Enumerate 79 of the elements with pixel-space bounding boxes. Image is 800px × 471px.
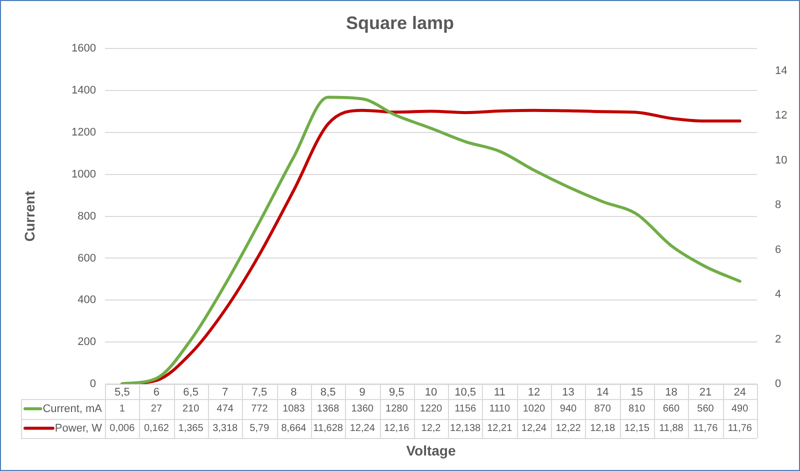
data-label: 12,18 [590,423,616,434]
y-tick-label: 1000 [72,168,96,180]
x-tick-label: 15 [630,386,644,399]
data-label: 1156 [454,404,476,414]
data-label: 27 [150,404,162,414]
data-label: 1 [119,404,126,414]
data-label: 12,2 [421,423,442,434]
x-tick-label: 7 [222,386,228,399]
x-tick-label: 14 [596,386,609,399]
data-label: 5,79 [250,423,270,434]
data-label: 1360 [351,404,374,414]
data-label: 12,24 [350,423,376,434]
x-axis-title: Voltage [406,442,456,458]
x-tick-label: 8 [290,386,297,399]
data-label: 1110 [489,404,510,414]
data-label: 772 [251,404,268,414]
data-label: 12,24 [521,423,547,434]
x-tick-label: 24 [734,386,746,399]
x-tick-label: 11 [494,386,506,399]
data-label: 940 [560,404,578,414]
data-label: 11,76 [693,423,718,434]
x-tick-label: 9,5 [389,386,404,399]
data-label: 12,21 [487,423,513,434]
x-tick-label: 18 [665,386,678,399]
data-label: 0,006 [110,423,136,434]
data-label: 490 [732,404,749,414]
data-label: 1220 [420,404,443,414]
y-tick-label: 1400 [72,84,96,97]
data-label: 11,88 [659,423,684,434]
x-tick-label: 7,5 [252,386,268,399]
y-tick-label: 1600 [72,42,96,55]
x-tick-label: 9 [359,386,366,399]
data-label: 1368 [316,404,340,414]
y2-tick-label: 4 [775,288,782,301]
y2-tick-label: 8 [775,199,782,212]
legend-label: Current, mA [42,402,103,415]
data-label: 12,16 [384,423,410,434]
y2-tick-label: 14 [775,64,788,77]
x-tick-label: 8,5 [320,386,336,399]
data-label: 12,22 [556,423,582,434]
y2-tick-label: 2 [775,333,782,346]
y-tick-label: 1200 [72,126,96,138]
x-tick-label: 10 [424,386,438,399]
data-label: 3,318 [212,423,238,434]
y-tick-label: 0 [90,378,96,390]
y-tick-label: 400 [78,294,96,306]
chart-title: Square lamp [346,12,454,33]
data-label: 12,138 [450,423,482,434]
y-axis-title: Current [21,190,38,242]
data-label: 1280 [386,404,408,414]
data-label: 1,365 [178,423,204,434]
y-tick-label: 600 [78,252,96,264]
data-label: 0,162 [144,423,170,434]
y2-tick-label: 12 [775,110,788,122]
x-tick-label: 13 [562,386,574,399]
y-tick-label: 800 [78,210,96,222]
data-label: 1020 [522,404,546,414]
data-label: 810 [628,404,646,414]
y2-tick-label: 0 [775,378,782,390]
x-tick-label: 21 [699,386,712,399]
data-label: 11,76 [728,423,752,434]
x-tick-label: 10,5 [454,386,476,399]
legend-label: Power, W [54,422,103,434]
data-label: 8,664 [281,423,307,434]
data-label: 560 [697,404,714,414]
data-label: 11,628 [313,423,344,434]
x-tick-label: 12 [528,386,540,399]
y2-tick-label: 6 [775,244,782,256]
x-tick-label: 6 [153,386,160,399]
x-tick-label: 6,5 [183,386,198,399]
x-tick-label: 5,5 [114,386,130,399]
data-label: 12,15 [624,423,650,434]
data-label: 660 [662,404,680,414]
y-tick-label: 200 [78,336,96,348]
data-label: 474 [216,404,234,414]
y2-tick-label: 10 [775,154,788,166]
data-label: 210 [182,404,200,414]
data-label: 870 [594,404,612,414]
data-label: 1083 [282,404,306,414]
